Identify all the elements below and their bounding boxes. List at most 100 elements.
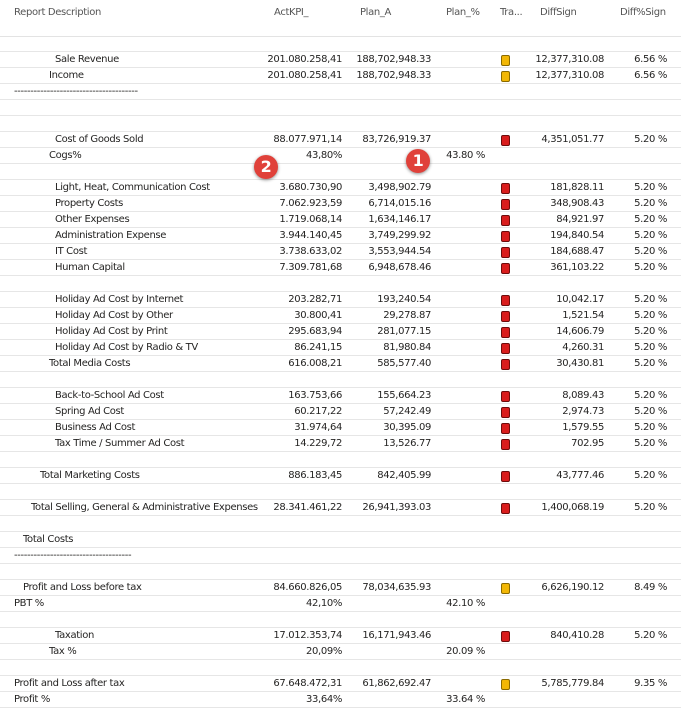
diffsign-cell: 840,410.28 — [550, 630, 604, 641]
red-status-indicator-icon — [501, 471, 510, 482]
column-header-plan-a[interactable]: Plan_A — [360, 7, 392, 18]
column-header-trend[interactable]: Tra... — [500, 7, 523, 18]
row-description: Holiday Ad Cost by Internet — [55, 294, 184, 305]
column-header-actkpi[interactable]: ActKPI_ — [274, 7, 309, 18]
table-row[interactable]: Profit % 33,64% 33.64 % — [0, 692, 681, 708]
table-row[interactable]: Back-to-School Ad Cost 163.753,66 155,664.… — [0, 388, 681, 404]
row-description: Income — [49, 70, 84, 81]
table-row[interactable]: Other Expenses 1.719.068,14 1,634,146.17 84… — [0, 212, 681, 228]
diffsign-cell: 6,626,190.12 — [541, 582, 604, 593]
diffpct-cell: 9.35 % — [634, 678, 667, 689]
row-description: Back-to-School Ad Cost — [55, 390, 164, 401]
red-status-indicator-icon — [501, 231, 510, 242]
table-row[interactable] — [0, 516, 681, 532]
table-row[interactable] — [0, 116, 681, 132]
table-row[interactable]: Total Media Costs 616.008,21 585,577.40 30,… — [0, 356, 681, 372]
table-row[interactable]: Spring Ad Cost 60.217,22 57,242.49 2,974.73… — [0, 404, 681, 420]
table-row[interactable]: Sale Revenue 201.080.258,41 188,702,948.33… — [0, 52, 681, 68]
table-row[interactable] — [0, 564, 681, 580]
actkpi-cell: 886.183,45 — [288, 470, 342, 481]
row-description: Light, Heat, Communication Cost — [55, 182, 210, 193]
diffsign-cell: 84,921.97 — [556, 214, 604, 225]
plan-pct-cell: 43.80 % — [446, 150, 485, 161]
row-description: Other Expenses — [55, 214, 130, 225]
diffpct-cell: 6.56 % — [634, 54, 667, 65]
row-description: Holiday Ad Cost by Other — [55, 310, 173, 321]
table-row[interactable] — [0, 484, 681, 500]
actkpi-cell: 14.229,72 — [294, 438, 342, 449]
diffpct-cell: 5.20 % — [634, 310, 667, 321]
diffsign-cell: 14,606.79 — [556, 326, 604, 337]
table-row[interactable]: Profit and Loss after tax 67.648.472,31 61… — [0, 676, 681, 692]
table-row[interactable] — [0, 612, 681, 628]
plan-a-cell: 6,714,015.16 — [368, 198, 431, 209]
red-status-indicator-icon — [501, 407, 510, 418]
table-row[interactable]: Cost of Goods Sold 88.077.971,14 83,726,91… — [0, 132, 681, 148]
diffpct-cell: 5.20 % — [634, 630, 667, 641]
table-row[interactable] — [0, 164, 681, 180]
table-row[interactable]: Income 201.080.258,41 188,702,948.33 12,377… — [0, 68, 681, 84]
table-row[interactable] — [0, 452, 681, 468]
table-row[interactable] — [0, 660, 681, 676]
row-description: PBT % — [14, 598, 44, 609]
column-header-diffpct[interactable]: Diff%Sign — [620, 7, 666, 18]
table-row[interactable]: Tax % 20,09% 20.09 % — [0, 644, 681, 660]
table-row[interactable]: Holiday Ad Cost by Other 30.800,41 29,278.… — [0, 308, 681, 324]
yellow-status-indicator-icon — [501, 679, 510, 690]
table-row[interactable]: Property Costs 7.062.923,59 6,714,015.16 34… — [0, 196, 681, 212]
diffpct-cell: 5.20 % — [634, 262, 667, 273]
column-header-report-description[interactable]: Report Description — [14, 7, 101, 18]
diffsign-cell: 1,400,068.19 — [541, 502, 604, 513]
table-row[interactable]: Cogs% 43,80% 43.80 % — [0, 148, 681, 164]
actkpi-cell: 3.680.730,90 — [279, 182, 342, 193]
table-row[interactable]: Taxation 17.012.353,74 16,171,943.46 840,41… — [0, 628, 681, 644]
table-row[interactable] — [0, 276, 681, 292]
diffsign-cell: 12,377,310.08 — [535, 70, 604, 81]
red-status-indicator-icon — [501, 503, 510, 514]
table-row[interactable]: ------------------------------------ — [0, 548, 681, 564]
table-row[interactable] — [0, 100, 681, 116]
row-description: Spring Ad Cost — [55, 406, 124, 417]
plan-a-cell: 16,171,943.46 — [362, 630, 431, 641]
table-row[interactable]: Holiday Ad Cost by Radio & TV 86.241,15 81… — [0, 340, 681, 356]
table-row[interactable]: PBT % 42,10% 42.10 % — [0, 596, 681, 612]
plan-a-cell: 61,862,692.47 — [362, 678, 431, 689]
row-description: Taxation — [55, 630, 94, 641]
table-row[interactable]: Administration Expense 3.944.140,45 3,749,… — [0, 228, 681, 244]
actkpi-cell: 1.719.068,14 — [279, 214, 342, 225]
actkpi-cell: 43,80% — [305, 150, 342, 161]
yellow-status-indicator-icon — [501, 55, 510, 66]
table-row[interactable]: Light, Heat, Communication Cost 3.680.730… — [0, 180, 681, 196]
table-row[interactable] — [0, 372, 681, 388]
diffpct-cell: 5.20 % — [634, 214, 667, 225]
table-row[interactable]: Holiday Ad Cost by Internet 203.282,71 193… — [0, 292, 681, 308]
row-description: Profit and Loss before tax — [23, 582, 142, 593]
plan-a-cell: 155,664.23 — [377, 390, 431, 401]
column-header-plan-pct[interactable]: Plan_% — [446, 7, 480, 18]
table-row[interactable]: Total Marketing Costs 886.183,45 842,405.9… — [0, 468, 681, 484]
table-row[interactable]: Total Selling, General & Administrative … — [0, 500, 681, 516]
table-row[interactable]: Profit and Loss before tax 84.660.826,05 7… — [0, 580, 681, 596]
annotation-badge-2: 2 — [254, 155, 278, 179]
table-row[interactable]: Human Capital 7.309.781,68 6,948,678.46 361… — [0, 260, 681, 276]
actkpi-cell: 295.683,94 — [288, 326, 342, 337]
plan-a-cell: 1,634,146.17 — [368, 214, 431, 225]
diffpct-cell: 5.20 % — [634, 470, 667, 481]
column-header-diffsign[interactable]: DiffSign — [540, 7, 577, 18]
table-row[interactable]: Business Ad Cost 31.974,64 30,395.09 1,579.… — [0, 420, 681, 436]
row-description: Profit % — [14, 694, 50, 705]
table-row[interactable]: -------------------------------------- — [0, 84, 681, 100]
actkpi-cell: 163.753,66 — [288, 390, 342, 401]
diffsign-cell: 4,351,051.77 — [541, 134, 604, 145]
diffpct-cell: 5.20 % — [634, 230, 667, 241]
table-row[interactable]: Tax Time / Summer Ad Cost 14.229,72 13,526… — [0, 436, 681, 452]
table-row[interactable] — [0, 36, 681, 52]
table-row[interactable]: Holiday Ad Cost by Print 295.683,94 281,07… — [0, 324, 681, 340]
row-description: Property Costs — [55, 198, 124, 209]
diffsign-cell: 194,840.54 — [550, 230, 604, 241]
actkpi-cell: 7.062.923,59 — [279, 198, 342, 209]
table-row[interactable]: Total Costs — [0, 532, 681, 548]
actkpi-cell: 30.800,41 — [294, 310, 342, 321]
diffsign-cell: 1,521.54 — [562, 310, 604, 321]
table-row[interactable]: IT Cost 3.738.633,02 3,553,944.54 184,688.4… — [0, 244, 681, 260]
